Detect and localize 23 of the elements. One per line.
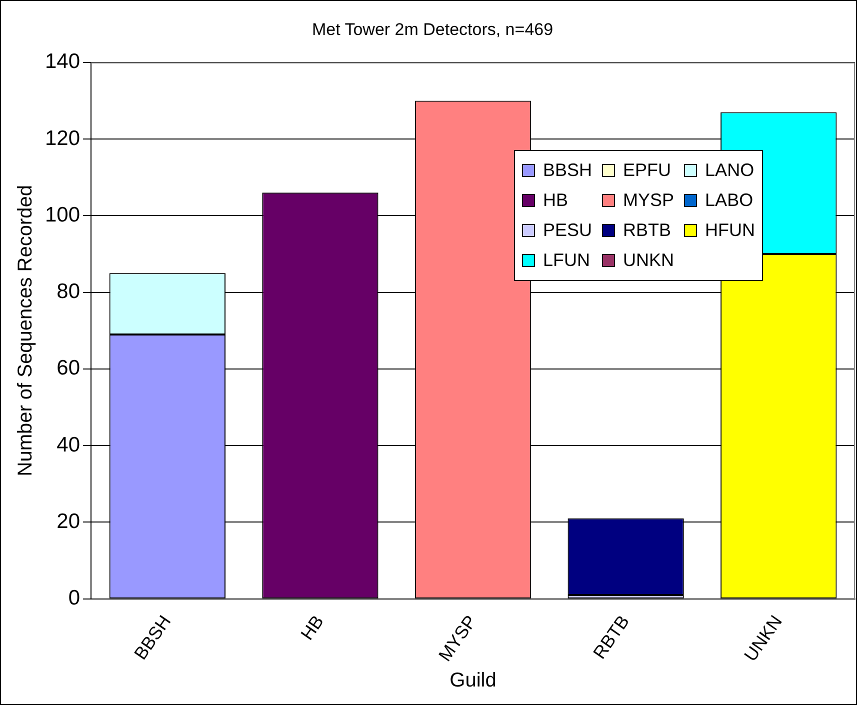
y-tick-label: 120 [44, 126, 80, 150]
y-tick-label: 20 [56, 510, 80, 533]
y-tick-label: 100 [44, 203, 80, 226]
legend-label: EPFU [623, 160, 672, 182]
x-tick-label: HB [296, 612, 328, 644]
legend-label: LFUN [543, 250, 590, 272]
legend-label: HB [543, 190, 568, 212]
legend-label: BBSH [543, 160, 592, 182]
y-tick-label: 140 [44, 50, 80, 74]
legend-label: LABO [705, 190, 754, 212]
y-tick-label: 80 [56, 280, 80, 304]
x-axis-title: Guild [450, 670, 496, 692]
legend-label: PESU [543, 220, 592, 242]
legend-label: LANO [705, 160, 754, 182]
legend-label: HFUN [705, 220, 756, 242]
legend-label: RBTB [623, 220, 672, 242]
y-tick-label: 0 [68, 586, 80, 610]
legend-label: UNKN [623, 250, 674, 272]
legend-label: MYSP [623, 190, 674, 212]
y-tick-label: 40 [56, 433, 80, 456]
y-axis-title: Number of Sequences Recorded [14, 184, 37, 476]
y-tick-label: 60 [56, 356, 80, 380]
chart-title: Met Tower 2m Detectors, n=469 [312, 20, 554, 39]
